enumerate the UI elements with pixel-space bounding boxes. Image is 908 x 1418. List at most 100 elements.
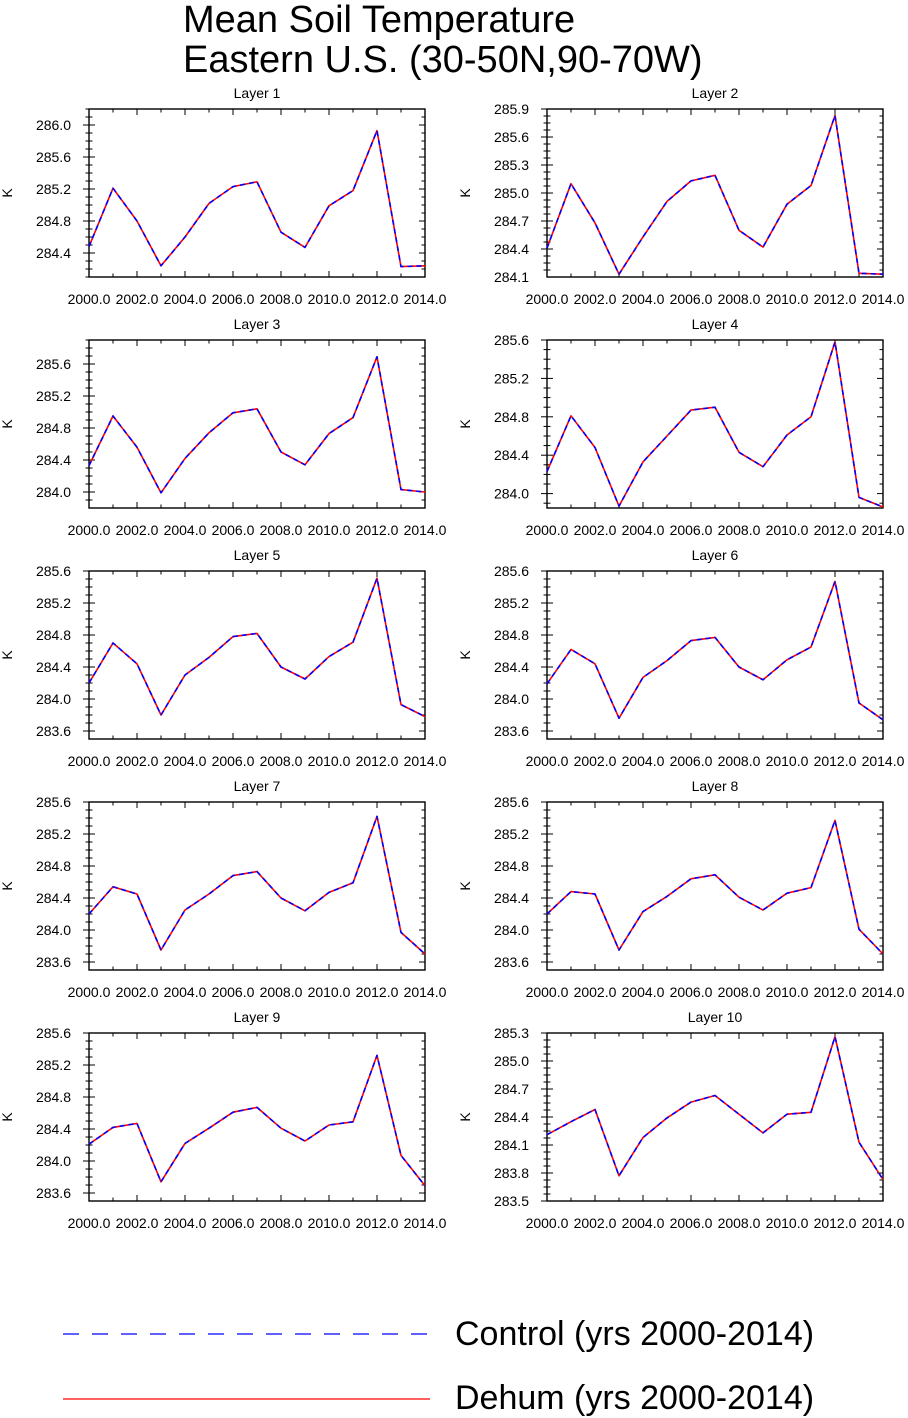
y-tick-label: 284.8 bbox=[494, 627, 529, 643]
x-tick-label: 2014.0 bbox=[404, 984, 447, 1000]
y-tick-label: 285.2 bbox=[36, 181, 71, 197]
x-tick-label: 2012.0 bbox=[814, 984, 857, 1000]
x-tick-label: 2010.0 bbox=[308, 753, 351, 769]
panel-title: Layer 8 bbox=[692, 778, 739, 794]
y-tick-label: 285.6 bbox=[36, 1025, 71, 1041]
x-tick-label: 2012.0 bbox=[814, 1215, 857, 1231]
y-tick-label: 284.8 bbox=[494, 409, 529, 425]
panel-8: Layer 8 K 2000.0 2002.0 2004.0 2006.0 2008.0 20… bbox=[457, 778, 905, 1000]
x-tick-label: 2008.0 bbox=[718, 291, 761, 307]
x-tick-label: 2006.0 bbox=[212, 522, 255, 538]
plot-frame bbox=[88, 1032, 426, 1202]
y-tick-label: 285.6 bbox=[494, 129, 529, 145]
x-tick-label: 2000.0 bbox=[526, 291, 569, 307]
y-tick-label: 285.2 bbox=[494, 370, 529, 386]
y-tick-label: 283.6 bbox=[494, 954, 529, 970]
series-dehum-line bbox=[546, 114, 884, 276]
x-tick-label: 2010.0 bbox=[766, 291, 809, 307]
x-tick-label: 2014.0 bbox=[404, 753, 447, 769]
legend: Control (yrs 2000-2014) Dehum (yrs 2000-… bbox=[0, 1300, 908, 1418]
x-tick-label: 2000.0 bbox=[68, 753, 111, 769]
x-tick-label: 2008.0 bbox=[260, 1215, 303, 1231]
x-tick-label: 2004.0 bbox=[622, 1215, 665, 1231]
x-tick-label: 2004.0 bbox=[622, 291, 665, 307]
series-control-line bbox=[88, 129, 426, 268]
x-tick-label: 2012.0 bbox=[814, 522, 857, 538]
y-axis-label: K bbox=[0, 419, 15, 429]
x-tick-label: 2014.0 bbox=[862, 1215, 905, 1231]
x-tick-label: 2008.0 bbox=[260, 291, 303, 307]
y-tick-label: 284.8 bbox=[36, 213, 71, 229]
y-tick-label: 283.6 bbox=[36, 723, 71, 739]
series-control-line bbox=[546, 580, 884, 721]
y-tick-label: 284.8 bbox=[494, 858, 529, 874]
panel-10: Layer 10 K 2000.0 2002.0 2004.0 2006.0 2008.0 2… bbox=[457, 1009, 905, 1231]
y-tick-label: 284.8 bbox=[36, 627, 71, 643]
y-tick-label: 283.6 bbox=[36, 954, 71, 970]
panel-title: Layer 1 bbox=[234, 85, 281, 101]
series-control-line bbox=[546, 114, 884, 276]
y-tick-label: 284.4 bbox=[36, 245, 71, 261]
y-tick-label: 284.0 bbox=[494, 922, 529, 938]
y-tick-label: 284.4 bbox=[494, 241, 529, 257]
y-tick-label: 283.8 bbox=[494, 1165, 529, 1181]
plot-frame bbox=[88, 570, 426, 740]
y-axis-label: K bbox=[457, 188, 473, 198]
y-tick-label: 284.0 bbox=[494, 691, 529, 707]
x-tick-label: 2000.0 bbox=[526, 1215, 569, 1231]
y-tick-label: 285.3 bbox=[494, 1025, 529, 1041]
series-dehum-line bbox=[88, 577, 426, 718]
panel-3: Layer 3 K 2000.0 2002.0 2004.0 2006.0 2008.0 20… bbox=[0, 316, 447, 538]
series-dehum-line bbox=[88, 355, 426, 494]
legend-dehum-label: Dehum (yrs 2000-2014) bbox=[455, 1379, 815, 1417]
y-tick-label: 285.0 bbox=[494, 1053, 529, 1069]
panel-title: Layer 7 bbox=[234, 778, 281, 794]
y-axis-label: K bbox=[457, 650, 473, 660]
panel-9: Layer 9 K 2000.0 2002.0 2004.0 2006.0 2008.0 20… bbox=[0, 1009, 447, 1231]
figure-title-line2: Eastern U.S. (30-50N,90-70W) bbox=[183, 39, 703, 81]
figure-title: Mean Soil Temperature Eastern U.S. (30-5… bbox=[183, 0, 903, 80]
y-tick-label: 284.4 bbox=[36, 1121, 71, 1137]
x-tick-label: 2008.0 bbox=[260, 984, 303, 1000]
y-axis-label: K bbox=[457, 419, 473, 429]
x-tick-label: 2004.0 bbox=[164, 522, 207, 538]
x-tick-label: 2004.0 bbox=[622, 984, 665, 1000]
y-tick-label: 285.6 bbox=[36, 794, 71, 810]
x-tick-label: 2010.0 bbox=[308, 291, 351, 307]
y-tick-label: 285.6 bbox=[36, 356, 71, 372]
x-tick-label: 2002.0 bbox=[574, 984, 617, 1000]
panel-7: Layer 7 K 2000.0 2002.0 2004.0 2006.0 2008.0 20… bbox=[0, 778, 447, 1000]
y-tick-label: 285.6 bbox=[494, 332, 529, 348]
y-tick-label: 286.0 bbox=[36, 117, 71, 133]
y-tick-label: 284.0 bbox=[36, 484, 71, 500]
y-tick-label: 285.9 bbox=[494, 101, 529, 117]
series-control-line bbox=[88, 815, 426, 955]
x-tick-label: 2002.0 bbox=[116, 753, 159, 769]
x-tick-label: 2008.0 bbox=[718, 522, 761, 538]
y-axis-label: K bbox=[0, 1112, 15, 1122]
x-tick-label: 2006.0 bbox=[670, 984, 713, 1000]
x-tick-label: 2006.0 bbox=[670, 522, 713, 538]
y-tick-label: 284.4 bbox=[494, 890, 529, 906]
x-tick-label: 2006.0 bbox=[670, 753, 713, 769]
x-tick-label: 2012.0 bbox=[814, 291, 857, 307]
y-tick-label: 284.0 bbox=[36, 691, 71, 707]
y-tick-label: 284.4 bbox=[494, 447, 529, 463]
series-dehum-line bbox=[88, 815, 426, 955]
y-tick-label: 284.4 bbox=[494, 1109, 529, 1125]
y-axis-label: K bbox=[0, 881, 15, 891]
x-tick-label: 2002.0 bbox=[574, 753, 617, 769]
plot-frame bbox=[88, 801, 426, 971]
series-dehum-line bbox=[546, 1035, 884, 1180]
x-tick-label: 2006.0 bbox=[212, 291, 255, 307]
panel-5: Layer 5 K 2000.0 2002.0 2004.0 2006.0 2008.0 20… bbox=[0, 547, 447, 769]
y-tick-label: 284.8 bbox=[36, 1089, 71, 1105]
x-tick-label: 2010.0 bbox=[308, 522, 351, 538]
x-tick-label: 2008.0 bbox=[718, 1215, 761, 1231]
x-tick-label: 2004.0 bbox=[164, 291, 207, 307]
x-tick-label: 2012.0 bbox=[356, 1215, 399, 1231]
x-tick-label: 2014.0 bbox=[404, 1215, 447, 1231]
x-tick-label: 2000.0 bbox=[68, 984, 111, 1000]
series-dehum-line bbox=[88, 129, 426, 268]
x-tick-label: 2006.0 bbox=[212, 753, 255, 769]
